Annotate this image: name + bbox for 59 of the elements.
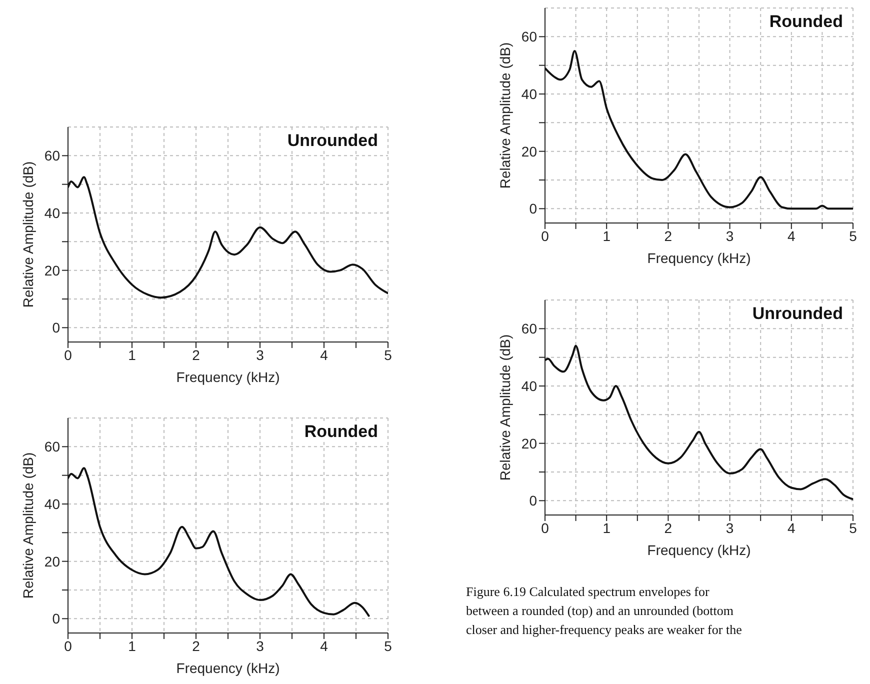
- y-axis-title: Relative Amplitude (dB): [20, 161, 36, 308]
- chart-title: Unrounded: [750, 304, 845, 324]
- line-series: [68, 467, 370, 617]
- y-tick-label: 40: [521, 86, 538, 102]
- chart-title: Rounded: [302, 422, 380, 442]
- y-tick-label: 40: [44, 204, 60, 221]
- x-tick-label: 4: [320, 638, 328, 654]
- line-series: [68, 176, 388, 299]
- y-tick-label: 20: [44, 262, 60, 278]
- x-tick-label: 0: [541, 228, 550, 244]
- x-axis-title: Frequency (kHz): [647, 250, 751, 266]
- y-tick-label: 60: [521, 28, 538, 45]
- x-tick-label: 4: [788, 228, 796, 244]
- y-axis-title: Relative Amplitude (dB): [496, 334, 513, 481]
- x-tick-label: 3: [256, 346, 264, 363]
- x-tick-label: 3: [726, 520, 734, 536]
- text: closer and higher-frequency peaks are weaker for the: [466, 621, 743, 639]
- text: between a rounded (top) and an unrounded (bottom: [466, 602, 735, 620]
- x-tick-label: 1: [602, 520, 611, 536]
- y-tick-label: 60: [44, 438, 60, 455]
- y-tick-label: 20: [521, 143, 538, 160]
- x-axis-title: Frequency (kHz): [176, 369, 280, 385]
- x-tick-label: 5: [849, 228, 858, 244]
- x-tick-label: 0: [64, 638, 72, 654]
- y-tick-label: 0: [52, 320, 60, 336]
- x-tick-label: 3: [726, 228, 734, 244]
- x-axis-title: Frequency (kHz): [176, 660, 280, 676]
- x-tick-label: 2: [664, 520, 672, 536]
- chart-title: Rounded: [767, 12, 845, 32]
- x-tick-label: 4: [320, 346, 328, 363]
- line-series: [545, 344, 853, 500]
- x-tick-label: 0: [541, 520, 550, 536]
- y-tick-label: 0: [529, 492, 538, 509]
- line-series: [545, 50, 853, 210]
- y-tick-label: 40: [44, 496, 60, 512]
- caption: Figure 6.19 Calculated spectrum envelopes for: [466, 583, 710, 601]
- x-tick-label: 1: [128, 638, 136, 654]
- x-tick-label: 2: [192, 638, 200, 654]
- x-tick-label: 4: [788, 520, 796, 536]
- chart-title: Unrounded: [285, 131, 380, 151]
- y-tick-label: 0: [52, 610, 60, 627]
- x-tick-label: 2: [192, 346, 200, 363]
- y-tick-label: 0: [529, 200, 538, 217]
- y-tick-label: 20: [521, 435, 538, 452]
- x-tick-label: 5: [384, 638, 392, 654]
- x-tick-label: 5: [384, 346, 392, 363]
- x-tick-label: 5: [849, 520, 858, 536]
- y-tick-label: 60: [521, 320, 538, 337]
- x-tick-label: 1: [602, 228, 611, 244]
- y-tick-label: 60: [44, 148, 60, 164]
- y-axis-title: Relative Amplitude (dB): [20, 452, 36, 599]
- x-tick-label: 1: [128, 346, 136, 363]
- x-tick-label: 2: [664, 228, 672, 244]
- x-axis-title: Frequency (kHz): [647, 542, 751, 558]
- x-tick-label: 3: [256, 638, 264, 654]
- y-tick-label: 20: [44, 553, 60, 570]
- y-axis-title: Relative Amplitude (dB): [496, 42, 513, 189]
- y-tick-label: 40: [521, 378, 538, 394]
- x-tick-label: 0: [64, 346, 72, 363]
